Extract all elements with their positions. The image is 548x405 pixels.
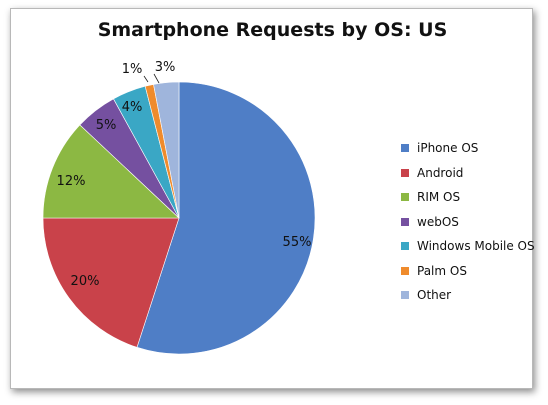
legend-item-webos: webOS [401,210,535,235]
legend-item-palm-os: Palm OS [401,259,535,284]
chart-legend: iPhone OS Android RIM OS webOS Windows Mobil… [401,136,535,308]
leader-line-palm-os [143,75,149,83]
legend-item-rim-os: RIM OS [401,185,535,210]
data-label-other: 3% [155,60,176,75]
legend-label: iPhone OS [417,141,479,156]
data-label-iphone-os: 55% [283,235,312,250]
legend-swatch [401,266,409,275]
legend-label: Other [417,288,452,303]
legend-swatch [401,242,409,251]
legend-item-iphone-os: iPhone OS [401,136,535,161]
chart-frame: Smartphone Requests by OS: US 55% 20% 12% 5… [10,8,535,389]
legend-label: Android [417,165,464,180]
data-label-palm-os: 1% [122,62,143,77]
pie-slice-other [153,81,180,219]
legend-swatch [401,193,409,202]
pie-slice-rim-os [42,124,180,219]
pie-chart: 55% 20% 12% 5% 4% 1% 3% [42,60,316,355]
legend-swatch [401,144,409,153]
pie-slice-android [42,217,180,348]
data-label-windows-mobile-os: 4% [122,100,143,115]
legend-label: Palm OS [417,263,467,278]
legend-item-android: Android [401,161,535,186]
data-label-android: 20% [71,274,100,289]
data-label-rim-os: 12% [57,174,86,189]
data-label-webos: 5% [96,118,117,133]
legend-label: Windows Mobile OS [417,239,535,254]
legend-label: RIM OS [417,190,461,205]
leader-line-other [153,73,160,84]
pie-slice-iphone-os [136,81,316,355]
chart-title: Smartphone Requests by OS: US [97,19,448,41]
legend-swatch [401,217,409,226]
legend-item-windows-mobile-os: Windows Mobile OS [401,234,535,259]
legend-item-other: Other [401,283,535,308]
legend-swatch [401,291,409,300]
legend-swatch [401,168,409,177]
legend-label: webOS [417,214,459,229]
